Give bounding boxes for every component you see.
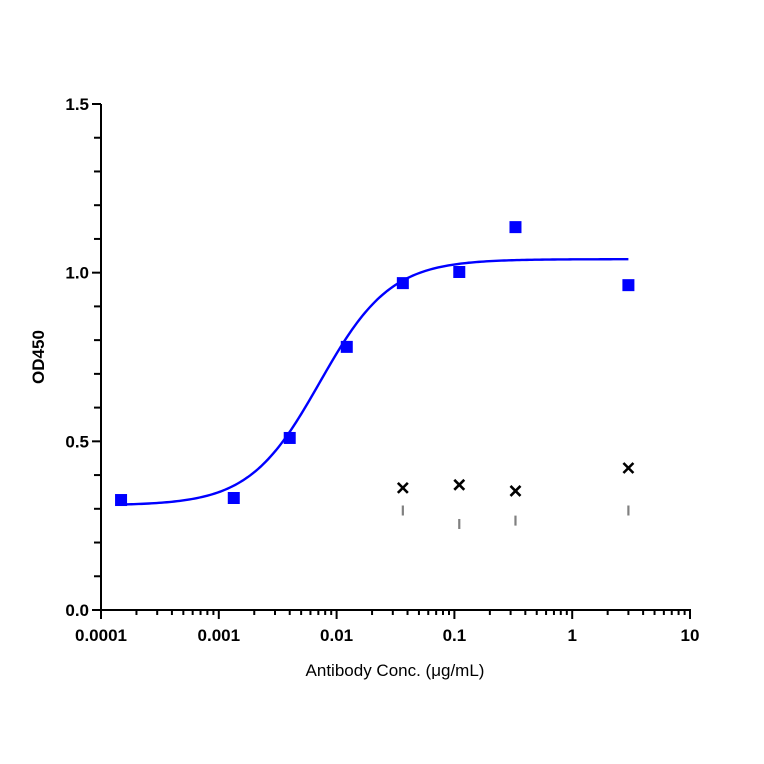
y-tick-label: 1.0	[65, 264, 89, 283]
y-tick-label: 0.0	[65, 601, 89, 620]
x-tick-label: 0.01	[320, 626, 353, 645]
x-tick-label: 0.0001	[75, 626, 127, 645]
x-marker-stroke	[509, 485, 522, 497]
square-marker	[396, 277, 409, 290]
axes: 0.0 0.5 1.0 1.5 0.0001 0.001 0.01 0.1 1 10	[65, 95, 699, 645]
x-marker	[509, 485, 522, 497]
x-axis-title: Antibody Conc. (μg/mL)	[306, 661, 485, 680]
x-marker	[396, 481, 409, 494]
square-marker	[453, 265, 466, 278]
fit-curve	[121, 258, 629, 506]
square-marker	[227, 492, 240, 505]
sigmoid-fit-line	[121, 258, 629, 506]
x-tick-label: 0.1	[443, 626, 467, 645]
x-marker-stroke	[453, 478, 466, 491]
y-axis-title: OD450	[29, 330, 48, 384]
square-marker	[509, 221, 522, 234]
data-points	[115, 221, 635, 529]
x-marker	[622, 462, 635, 474]
square-marker	[283, 431, 296, 444]
x-marker-stroke	[396, 481, 409, 494]
x-tick-label: 1	[567, 626, 576, 645]
x-marker-stroke	[622, 462, 635, 474]
square-marker	[340, 340, 353, 353]
square-marker	[622, 279, 635, 292]
y-tick-label: 0.5	[65, 432, 89, 451]
x-tick-label: 0.001	[198, 626, 241, 645]
square-marker	[115, 494, 128, 507]
x-marker	[453, 478, 466, 491]
x-tick-label: 10	[681, 626, 700, 645]
y-tick-label: 1.5	[65, 95, 89, 114]
